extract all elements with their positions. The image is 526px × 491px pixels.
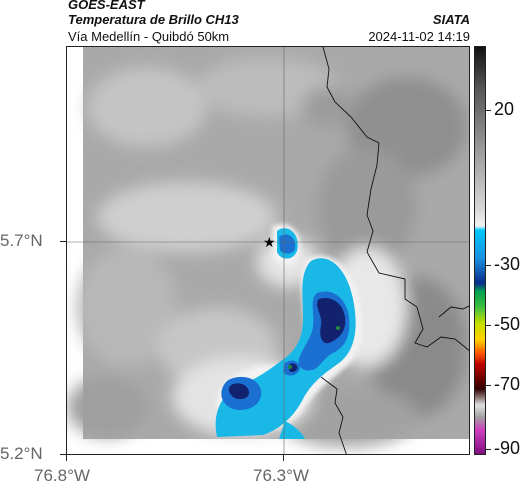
route-label: Vía Medellín - Quibdó 50km	[68, 29, 230, 44]
boundary-lines	[320, 47, 469, 454]
colorbar-label: -70	[494, 374, 521, 394]
grid-lines	[67, 47, 469, 454]
satellite-name: GOES-EAST	[68, 0, 145, 12]
lat-tick-mark	[60, 454, 66, 455]
lon-label: 76.8°W	[34, 466, 90, 485]
colorbar-tick	[486, 449, 491, 450]
datetime-label: 2024-11-02 14:19	[368, 29, 470, 44]
colorbar-tick	[486, 265, 491, 266]
product-title: Temperatura de Brillo CH13	[68, 12, 239, 27]
brightness-temperature-map: ★	[67, 47, 469, 454]
colorbar-label: -30	[494, 254, 521, 274]
cold-cloud-core	[228, 297, 346, 400]
lat-label: 5.2°N	[0, 444, 43, 463]
map-panel: ★	[66, 46, 470, 455]
temperature-colorbar	[474, 46, 486, 455]
colorbar-tick	[486, 385, 491, 386]
colorbar-tick	[486, 325, 491, 326]
lon-tick-mark	[66, 455, 67, 461]
lat-tick-mark	[60, 241, 66, 242]
colorbar-label: -50	[494, 314, 521, 334]
lon-tick-mark	[283, 455, 284, 461]
colorbar-tick	[486, 110, 491, 111]
lat-label: 5.7°N	[0, 231, 43, 250]
colorbar-label: 20	[494, 99, 515, 119]
colorbar-label: -90	[494, 438, 521, 458]
lon-label: 76.3°W	[253, 466, 309, 485]
location-marker-icon: ★	[263, 235, 276, 251]
source-label: SIATA	[432, 12, 470, 27]
